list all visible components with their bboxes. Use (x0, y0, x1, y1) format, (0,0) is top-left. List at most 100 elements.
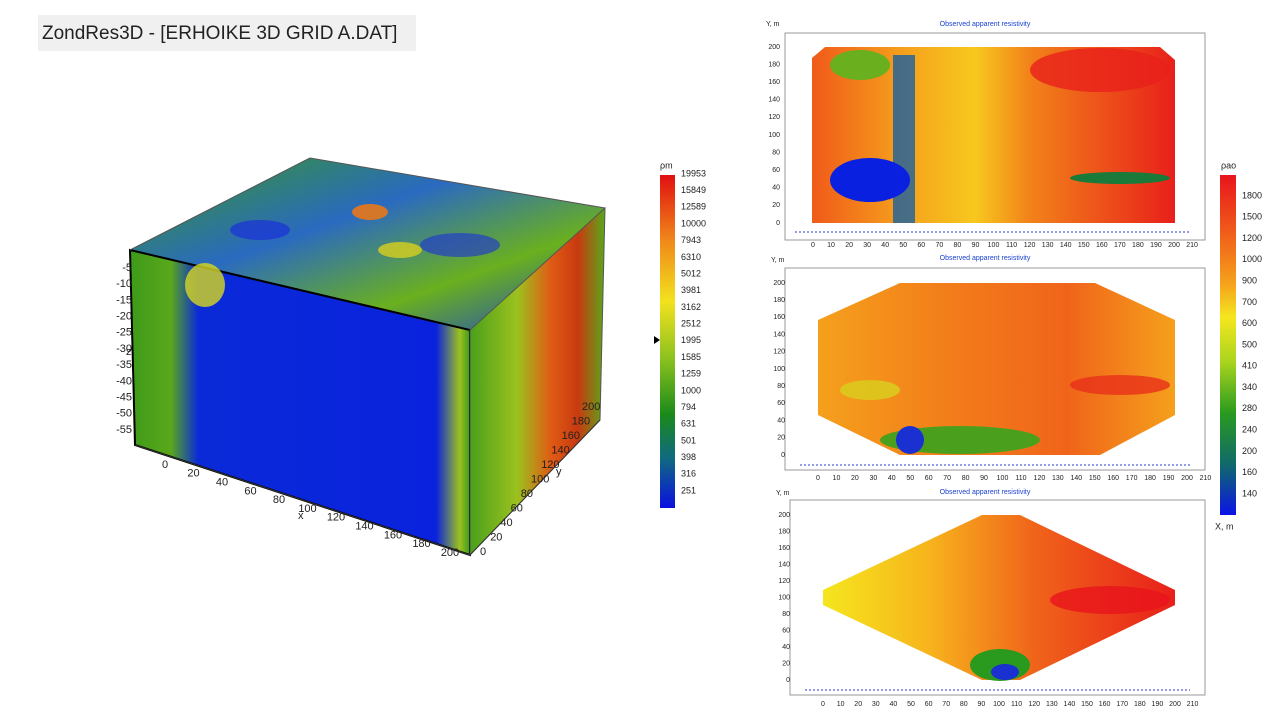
panel-title: Observed apparent resistivity (940, 255, 1031, 262)
z-tick-label: -30 (116, 343, 132, 355)
x-tick-label: 20 (845, 242, 853, 249)
front-feature (185, 263, 225, 307)
top-feature (420, 233, 500, 257)
z-axis-label: z (126, 346, 132, 358)
colorbar-label: 500 (1242, 339, 1257, 349)
colorbar-label: 1200 (1242, 233, 1262, 243)
x-tick-label: 200 (1181, 475, 1193, 482)
x-tick-label: 90 (980, 475, 988, 482)
x-tick-label: 120 (1034, 475, 1046, 482)
x-tick-label: 110 (1006, 242, 1017, 249)
x-tick-label: 30 (863, 242, 871, 249)
panel-frame (789, 499, 1206, 696)
x-tick-label: 70 (935, 242, 943, 249)
x-tick-label: 170 (1126, 475, 1138, 482)
x-tick-label: 0 (162, 459, 168, 471)
colorbar-label: 1000 (1242, 254, 1262, 264)
x-tick-label: 170 (1116, 701, 1128, 708)
contour-feature (830, 158, 910, 202)
x-tick-label: 180 (1144, 475, 1156, 482)
colorbar-label: 600 (1242, 318, 1257, 328)
y-tick-label: 80 (782, 611, 790, 618)
colorbar-label: 1585 (681, 352, 701, 362)
y-axis (469, 419, 601, 556)
y-tick-label: 140 (551, 444, 569, 456)
x-tick-label: 100 (997, 475, 1009, 482)
y-tick-label: 40 (782, 644, 790, 651)
y-tick-label: 200 (773, 280, 785, 287)
y-tick-label: 20 (782, 660, 790, 667)
x-tick-label: 130 (1046, 701, 1058, 708)
x-tick-label: 160 (1099, 701, 1111, 708)
colorbar-label: 140 (1242, 488, 1257, 498)
y-tick-label: 80 (521, 488, 533, 500)
colorbar-label: 15849 (681, 185, 706, 195)
contour-feature (991, 664, 1019, 680)
z-tick-label: -25 (116, 327, 132, 339)
top-feature (230, 220, 290, 240)
colorbar-label: 280 (1242, 403, 1257, 413)
y-tick-label: 20 (772, 202, 780, 209)
contour-feature (1070, 172, 1170, 184)
y-tick-label: 0 (786, 677, 790, 684)
y-tick-label: 100 (778, 594, 790, 601)
x-axis-label: x (298, 510, 304, 522)
z-tick-label: -40 (116, 375, 132, 387)
block-top (130, 158, 605, 330)
colorbar-label: 6310 (681, 252, 701, 262)
x-tick-label: 190 (1163, 475, 1175, 482)
x-tick-label: 50 (906, 475, 914, 482)
x-tick-label: 210 (1187, 701, 1199, 708)
x-tick-label: 80 (954, 242, 962, 249)
x-tick-label: 10 (837, 701, 845, 708)
colorbar-label: 3981 (681, 285, 701, 295)
y-tick-label: 180 (778, 528, 790, 535)
x-tick-label: 90 (972, 242, 980, 249)
x-tick-label: 110 (1015, 475, 1026, 482)
panel-frame (784, 32, 1206, 241)
colorbar-label: 1800 (1242, 190, 1262, 200)
colorbar-label: 1500 (1242, 212, 1262, 222)
x-tick-label: 40 (216, 477, 228, 489)
contour-feature (1070, 375, 1170, 395)
y-tick-label: 100 (768, 132, 780, 139)
z-tick-label: -45 (116, 392, 132, 404)
y-tick-label: 60 (782, 627, 790, 634)
x-tick-label: 180 (1132, 242, 1144, 249)
x-tick-label: 140 (1070, 475, 1082, 482)
x-tick-label: 100 (988, 242, 1000, 249)
y-tick-label: 60 (777, 400, 785, 407)
y-axis-label: Y, m (766, 21, 780, 28)
block-edge (129, 157, 311, 251)
x-tick-label: 60 (917, 242, 925, 249)
x-tick-label: 80 (273, 494, 285, 506)
colorbar-label: 19953 (681, 168, 706, 178)
colorbar-label: 10000 (681, 218, 706, 228)
x-tick-label: 190 (1152, 701, 1164, 708)
y-tick-label: 140 (773, 331, 785, 338)
colorbar-label: 1259 (681, 369, 701, 379)
colorbar-label: 5012 (681, 268, 701, 278)
panel-title: Observed apparent resistivity (940, 21, 1031, 28)
top-feature (378, 242, 422, 258)
colorbar-label: 631 (681, 419, 696, 429)
x-tick-label: 60 (925, 475, 933, 482)
x-tick-label: 210 (1200, 475, 1212, 482)
contour-feature (1030, 48, 1170, 92)
contour-feature (830, 50, 890, 80)
x-tick-label: 30 (872, 701, 880, 708)
y-tick-label: 120 (768, 114, 780, 121)
x-tick-label: 200 (1169, 701, 1181, 708)
colorbar-label: 410 (1242, 361, 1257, 371)
contour-feature (1050, 586, 1170, 614)
x-tick-label: 40 (888, 475, 896, 482)
x-tick-label: 0 (821, 701, 825, 708)
z-tick-label: -35 (116, 359, 132, 371)
y-tick-label: 40 (777, 417, 785, 424)
colorbar-label: 700 (1242, 297, 1257, 307)
x-tick-label: 60 (244, 485, 256, 497)
x-tick-label: 140 (355, 521, 373, 533)
y-tick-label: 60 (772, 167, 780, 174)
y-axis-label: Y, m (776, 490, 790, 497)
